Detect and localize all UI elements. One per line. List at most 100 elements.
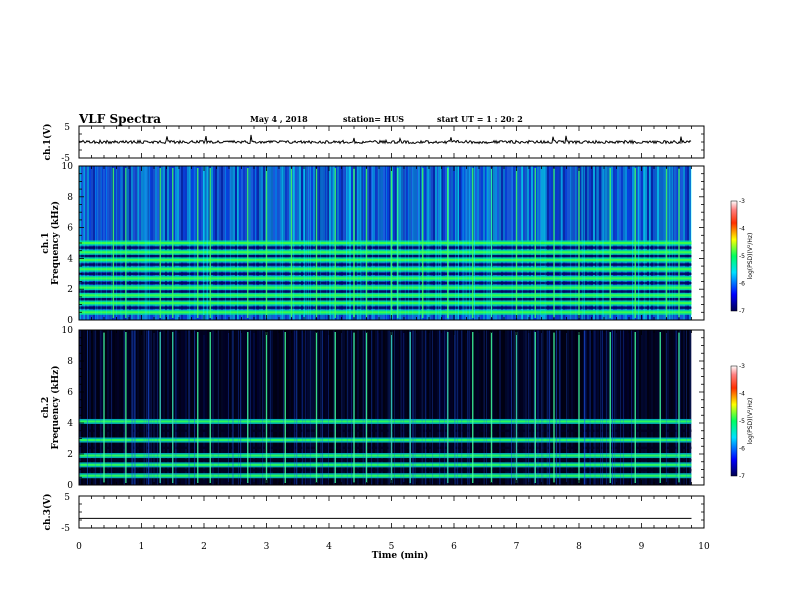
emission-band-core — [79, 277, 692, 280]
ch1-colorbar — [730, 200, 738, 312]
spectrogram-column — [651, 330, 653, 485]
spectrogram-column — [245, 330, 247, 485]
spectrogram-column — [653, 330, 655, 485]
spectrogram-column — [105, 330, 107, 485]
spectrogram-column — [443, 330, 445, 485]
spectrogram-column — [279, 330, 281, 485]
spectrogram-column — [369, 330, 371, 485]
spectrogram-column — [101, 330, 103, 485]
spectrogram-column — [275, 330, 277, 485]
colorbar-title: log(PSD)(V²/Hz) — [747, 398, 754, 445]
spectrogram-column — [127, 330, 129, 485]
spectrogram-column — [133, 330, 135, 485]
spectrogram-column — [507, 330, 509, 485]
spectrogram-column — [479, 330, 481, 485]
spectrogram-column — [149, 330, 151, 485]
spectrogram-column — [487, 330, 489, 485]
spectrogram-column — [671, 330, 673, 485]
ch1-waveform — [78, 134, 692, 145]
spectrogram-column — [453, 330, 455, 485]
spectrogram-column — [467, 330, 469, 485]
spectrogram-column — [161, 330, 163, 485]
spectrogram-column — [339, 330, 341, 485]
spectrogram-column — [555, 330, 557, 485]
spectrogram-column — [579, 330, 581, 485]
spectrogram-column — [297, 330, 299, 485]
spectrogram-column — [295, 330, 297, 485]
colorbar-tick-label: -3 — [739, 363, 745, 370]
spectrogram-column — [413, 330, 415, 485]
spectrogram-column — [495, 330, 497, 485]
y-tick-label: 6 — [67, 224, 73, 234]
spectrogram-column — [673, 330, 675, 485]
spectrogram-column — [641, 330, 643, 485]
spectrogram-column — [543, 330, 545, 485]
spectrogram-column — [167, 330, 169, 485]
spectrogram-column — [505, 330, 507, 485]
spectrogram-column — [675, 330, 677, 485]
band-gap — [79, 298, 692, 301]
spectrogram-column — [627, 330, 629, 485]
spectrogram-column — [381, 330, 383, 485]
spectrogram-column — [273, 330, 275, 485]
colorbar-tick-label: -7 — [739, 308, 745, 315]
spectrogram-column — [107, 330, 109, 485]
ch1-waveform-ylabel: ch.1(V) — [42, 124, 53, 161]
spectrogram-column — [563, 330, 565, 485]
spectrogram-column — [301, 330, 303, 485]
spectrogram-column — [429, 330, 431, 485]
spectrogram-column — [147, 330, 149, 485]
spectrogram-column — [317, 330, 319, 485]
spectrogram-column — [577, 330, 579, 485]
spectrogram-column — [581, 330, 583, 485]
spectrogram-column — [355, 330, 357, 485]
colorbar-tick-label: -7 — [739, 473, 745, 480]
spectrogram-column — [623, 330, 625, 485]
spectrogram-column — [329, 330, 331, 485]
date-label: May 4 , 2018 — [250, 114, 308, 124]
spectrogram-column — [637, 330, 639, 485]
spectrogram-column — [111, 330, 113, 485]
spectrogram-column — [433, 330, 435, 485]
spectrogram-column — [311, 330, 313, 485]
band-gap — [79, 290, 692, 293]
spectrogram-column — [195, 330, 197, 485]
band-gap — [79, 272, 692, 275]
spectrogram-column — [463, 330, 465, 485]
emission-band-core — [79, 286, 692, 289]
spectrogram-column — [83, 330, 85, 485]
x-tick-label: 3 — [264, 542, 270, 552]
spectrogram-column — [499, 330, 501, 485]
spectrogram-column — [131, 330, 133, 485]
x-tick-label: 7 — [514, 542, 520, 552]
spectrogram-column — [475, 330, 477, 485]
spectrogram-column — [185, 330, 187, 485]
spectrogram-column — [239, 330, 241, 485]
spectrogram-column — [383, 330, 385, 485]
spectrogram-column — [511, 330, 513, 485]
spectrogram-column — [517, 330, 519, 485]
spectrogram-column — [235, 330, 237, 485]
spectrogram-column — [151, 330, 153, 485]
emission-band-core — [79, 251, 692, 254]
spectrogram-column — [173, 330, 175, 485]
spectrogram-column — [211, 330, 213, 485]
spectrogram-column — [347, 330, 349, 485]
spectrogram-column — [643, 330, 645, 485]
spectrogram-column — [267, 330, 269, 485]
spectrogram-column — [573, 330, 575, 485]
y-tick-label: 4 — [67, 254, 73, 264]
spectrogram-column — [445, 330, 447, 485]
ch2-spectrogram — [79, 330, 704, 485]
station-label: station= HUS — [343, 114, 405, 124]
spectrogram-column — [483, 330, 485, 485]
band-gap — [79, 246, 692, 249]
spectrogram-column — [221, 330, 223, 485]
spectrogram-column — [585, 330, 587, 485]
band-gap — [79, 459, 692, 462]
spectrogram-column — [203, 330, 205, 485]
spectrogram-column — [95, 330, 97, 485]
spectrogram-column — [501, 330, 503, 485]
spectrogram-column — [535, 330, 537, 485]
spectrogram-column — [281, 330, 283, 485]
